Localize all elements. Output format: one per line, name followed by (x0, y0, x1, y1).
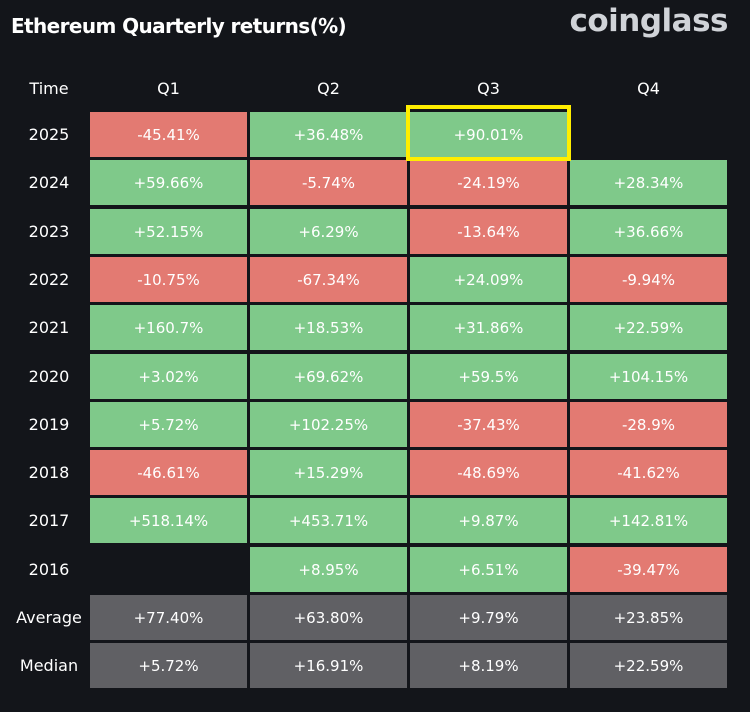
column-header-q3: Q3 (477, 78, 500, 98)
corner-label-time: Time (29, 78, 69, 98)
cell-2020-q3: +59.5% (410, 354, 567, 399)
column-header-q2: Q2 (317, 78, 340, 98)
row-label-2018: 2018 (28, 463, 70, 482)
cell-average-q1: +77.40% (90, 595, 247, 640)
cell-2023-q1: +52.15% (90, 209, 247, 254)
row-label-2025: 2025 (28, 125, 70, 144)
cell-2016-q2: +8.95% (250, 547, 407, 592)
cell-2022-q4: -9.94% (570, 257, 727, 302)
cell-2024-q1: +59.66% (90, 160, 247, 205)
cell-2025-q4 (570, 112, 727, 157)
cell-median-q3: +8.19% (410, 643, 567, 688)
cell-2017-q3: +9.87% (410, 498, 567, 543)
cell-average-q4: +23.85% (570, 595, 727, 640)
row-label-2019: 2019 (28, 415, 70, 434)
row-label-2022: 2022 (28, 270, 70, 289)
cell-2023-q3: -13.64% (410, 209, 567, 254)
column-header-q4: Q4 (637, 78, 660, 98)
cell-2016-q1 (90, 547, 247, 592)
cell-2019-q1: +5.72% (90, 402, 247, 447)
cell-2024-q4: +28.34% (570, 160, 727, 205)
row-label-2020: 2020 (28, 367, 70, 386)
cell-2025-q1: -45.41% (90, 112, 247, 157)
row-label-2023: 2023 (28, 222, 70, 241)
cell-2019-q3: -37.43% (410, 402, 567, 447)
cell-2023-q4: +36.66% (570, 209, 727, 254)
cell-2025-q2: +36.48% (250, 112, 407, 157)
cell-2017-q2: +453.71% (250, 498, 407, 543)
cell-average-q3: +9.79% (410, 595, 567, 640)
cell-2024-q3: -24.19% (410, 160, 567, 205)
cell-2017-q4: +142.81% (570, 498, 727, 543)
cell-2018-q4: -41.62% (570, 450, 727, 495)
cell-2020-q2: +69.62% (250, 354, 407, 399)
cell-average-q2: +63.80% (250, 595, 407, 640)
cell-2019-q4: -28.9% (570, 402, 727, 447)
coinglass-logo: coinglass (569, 3, 728, 39)
cell-2021-q3: +31.86% (410, 305, 567, 350)
cell-2025-q3: +90.01% (410, 112, 567, 157)
cell-2023-q2: +6.29% (250, 209, 407, 254)
column-header-q1: Q1 (157, 78, 180, 98)
cell-2018-q2: +15.29% (250, 450, 407, 495)
cell-median-q4: +22.59% (570, 643, 727, 688)
row-label-average: Average (16, 608, 82, 627)
cell-2020-q1: +3.02% (90, 354, 247, 399)
cell-2021-q1: +160.7% (90, 305, 247, 350)
cell-2018-q3: -48.69% (410, 450, 567, 495)
row-label-2024: 2024 (28, 173, 70, 192)
cell-2021-q2: +18.53% (250, 305, 407, 350)
cell-median-q1: +5.72% (90, 643, 247, 688)
row-label-2017: 2017 (28, 511, 70, 530)
row-label-median: Median (19, 656, 79, 675)
cell-2020-q4: +104.15% (570, 354, 727, 399)
cell-2018-q1: -46.61% (90, 450, 247, 495)
cell-2022-q1: -10.75% (90, 257, 247, 302)
cell-2022-q2: -67.34% (250, 257, 407, 302)
cell-median-q2: +16.91% (250, 643, 407, 688)
cell-2024-q2: -5.74% (250, 160, 407, 205)
cell-2019-q2: +102.25% (250, 402, 407, 447)
cell-2016-q4: -39.47% (570, 547, 727, 592)
cell-2017-q1: +518.14% (90, 498, 247, 543)
chart-title: Ethereum Quarterly returns(%) (11, 14, 347, 38)
cell-2022-q3: +24.09% (410, 257, 567, 302)
row-label-2021: 2021 (28, 318, 70, 337)
cell-2016-q3: +6.51% (410, 547, 567, 592)
row-label-2016: 2016 (28, 560, 70, 579)
cell-2021-q4: +22.59% (570, 305, 727, 350)
